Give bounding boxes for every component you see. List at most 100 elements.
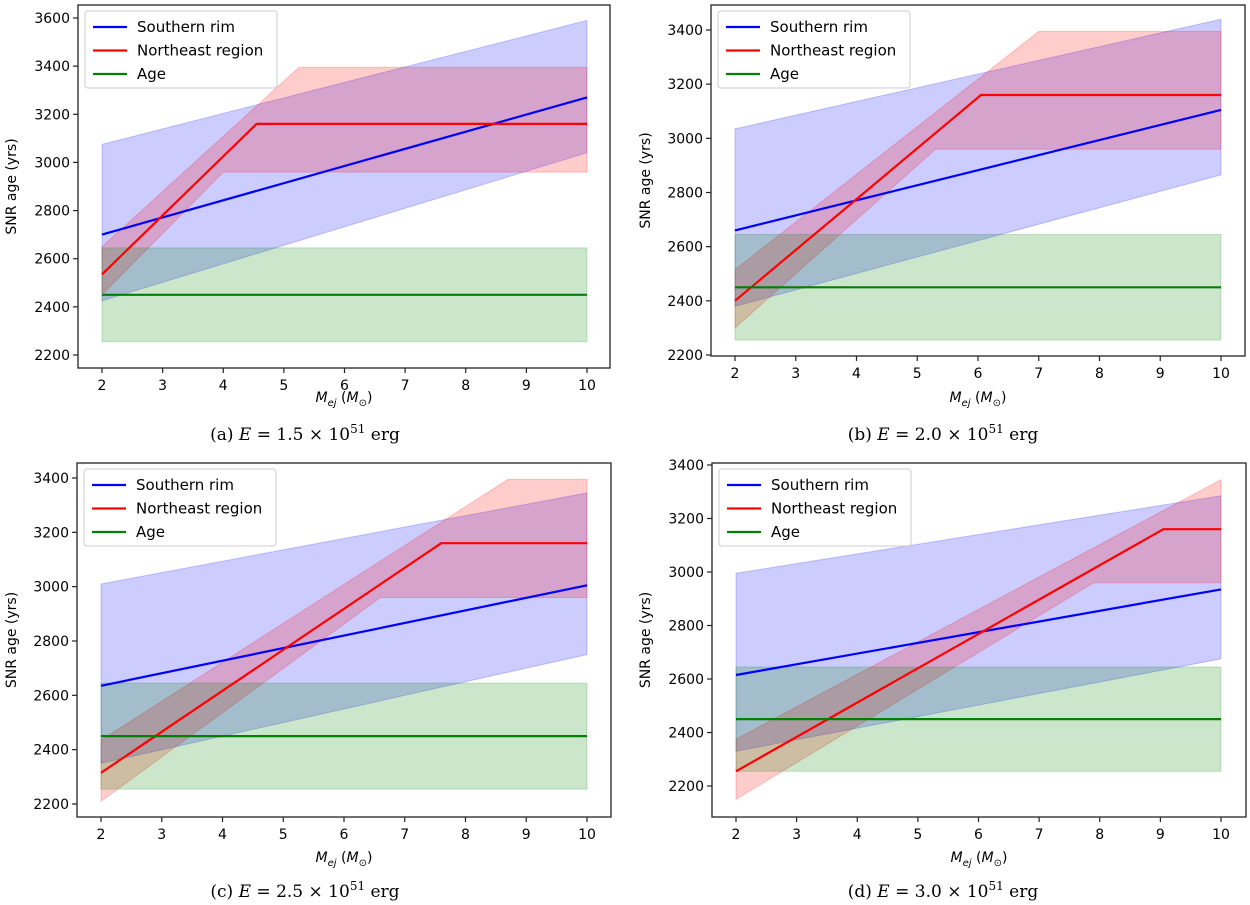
x-axis-label: Mej (M⊙) [950, 390, 1007, 409]
y-tick-label: 2800 [667, 186, 703, 202]
x-tick-label: 7 [1035, 827, 1044, 843]
y-tick-label: 2800 [668, 619, 704, 635]
y-tick-label: 2200 [33, 797, 69, 813]
x-tick-label: 4 [852, 366, 861, 382]
line-northeast-region [100, 542, 587, 774]
y-tick-label: 3400 [34, 59, 70, 75]
panel-caption: (c) E = 2.5 × 1051 erg [210, 879, 399, 902]
x-axis-label: Mej (M⊙) [316, 390, 373, 409]
y-tick-label: 2800 [33, 634, 69, 650]
x-tick-label: 5 [279, 827, 288, 843]
legend-box [83, 468, 277, 547]
panel-a: 2 3 4 5 6 7 8 9 10 2200 2400 2600 2800 3000 3200 3400 36… [4, 4, 611, 445]
legend-label: Northeast region [770, 42, 896, 60]
plot-area [734, 18, 1222, 341]
y-tick-label: 2400 [668, 726, 704, 742]
line-southern-rim [734, 108, 1222, 232]
legend: Southern rim Northeast region Age [83, 468, 277, 547]
x-tick-label: 2 [97, 827, 106, 843]
x-tick-label: 4 [218, 827, 227, 843]
x-tick-label: 2 [731, 366, 740, 382]
y-axis-label: SNR age (yrs) [4, 592, 20, 688]
x-tick-label: 7 [400, 827, 409, 843]
x-tick-label: 10 [1212, 827, 1230, 843]
band-southern-rim [101, 19, 588, 302]
y-tick-label: 2400 [34, 300, 70, 316]
legend-label: Age [771, 523, 800, 541]
x-tick-label: 3 [158, 378, 167, 394]
y-tick-label: 3000 [33, 580, 69, 596]
band-northeast-region [734, 30, 1222, 330]
y-tick-label: 3400 [667, 23, 703, 39]
y-tick-label: 2400 [33, 743, 69, 759]
x-tick-label: 6 [974, 366, 983, 382]
line-northeast-region [734, 93, 1221, 302]
x-tick-label: 9 [522, 827, 531, 843]
y-tick-label: 3000 [34, 155, 70, 171]
x-tick-label: 8 [1095, 366, 1104, 382]
y-tick-label: 2400 [667, 294, 703, 310]
band-northeast-region [100, 478, 588, 803]
plot-area [101, 19, 588, 343]
y-tick-label: 2600 [668, 672, 704, 688]
x-tick-label: 7 [401, 378, 410, 394]
x-tick-label: 9 [522, 378, 531, 394]
x-tick-label: 6 [974, 827, 983, 843]
x-tick-label: 5 [913, 366, 922, 382]
y-tick-label: 3600 [34, 11, 70, 27]
y-axis-label: SNR age (yrs) [638, 592, 654, 688]
y-axis-label: SNR age (yrs) [638, 132, 654, 228]
y-tick-label: 3200 [34, 107, 70, 123]
x-tick-label: 6 [340, 378, 349, 394]
x-axis-label: Mej (M⊙) [316, 850, 373, 869]
legend-label: Southern rim [771, 476, 869, 494]
legend: Southern rim Northeast region Age [717, 10, 911, 89]
band-southern-rim [100, 492, 588, 764]
y-tick-label: 3400 [668, 458, 704, 474]
x-tick-label: 3 [791, 366, 800, 382]
y-tick-label: 2200 [667, 348, 703, 364]
line-southern-rim [735, 588, 1222, 677]
legend-label: Southern rim [770, 18, 868, 36]
legend-label: Age [770, 65, 799, 83]
y-tick-label: 2600 [34, 252, 70, 268]
legend-label: Southern rim [137, 18, 235, 36]
x-tick-label: 10 [1212, 366, 1230, 382]
plot-area [735, 478, 1222, 801]
panel-b: 2 3 4 5 6 7 8 9 10 2200 2400 2600 2800 3000 3200 3400 SN… [638, 4, 1246, 445]
x-tick-label: 2 [98, 378, 107, 394]
y-tick-label: 2200 [34, 348, 70, 364]
x-tick-label: 4 [219, 378, 228, 394]
line-southern-rim [101, 96, 588, 236]
x-tick-label: 9 [1156, 827, 1165, 843]
x-tick-label: 10 [578, 378, 596, 394]
y-tick-label: 2200 [668, 779, 704, 795]
legend-label: Northeast region [136, 500, 262, 518]
legend-label: Southern rim [136, 476, 234, 494]
y-tick-label: 2800 [34, 204, 70, 220]
legend-label: Age [137, 65, 166, 83]
x-tick-label: 8 [1095, 827, 1104, 843]
y-tick-label: 3200 [33, 525, 69, 541]
y-axis-label: SNR age (yrs) [4, 138, 20, 234]
y-tick-label: 3400 [33, 471, 69, 487]
x-tick-label: 5 [913, 827, 922, 843]
legend-label: Northeast region [137, 42, 263, 60]
x-tick-label: 9 [1156, 366, 1165, 382]
line-southern-rim [100, 584, 588, 687]
y-tick-label: 2600 [667, 240, 703, 256]
x-tick-label: 5 [279, 378, 288, 394]
line-northeast-region [101, 122, 587, 276]
x-tick-label: 2 [732, 827, 741, 843]
y-tick-label: 3000 [668, 565, 704, 581]
x-tick-label: 3 [157, 827, 166, 843]
panel-d: 2 3 4 5 6 7 8 9 10 2200 2400 2600 2800 3000 3200 3400 SN… [638, 458, 1247, 902]
plot-area [100, 478, 588, 803]
x-tick-label: 7 [1034, 366, 1043, 382]
legend-label: Age [136, 523, 165, 541]
y-tick-label: 3200 [668, 512, 704, 528]
x-tick-label: 8 [461, 827, 470, 843]
y-tick-label: 3000 [667, 131, 703, 147]
legend-box [718, 468, 912, 547]
